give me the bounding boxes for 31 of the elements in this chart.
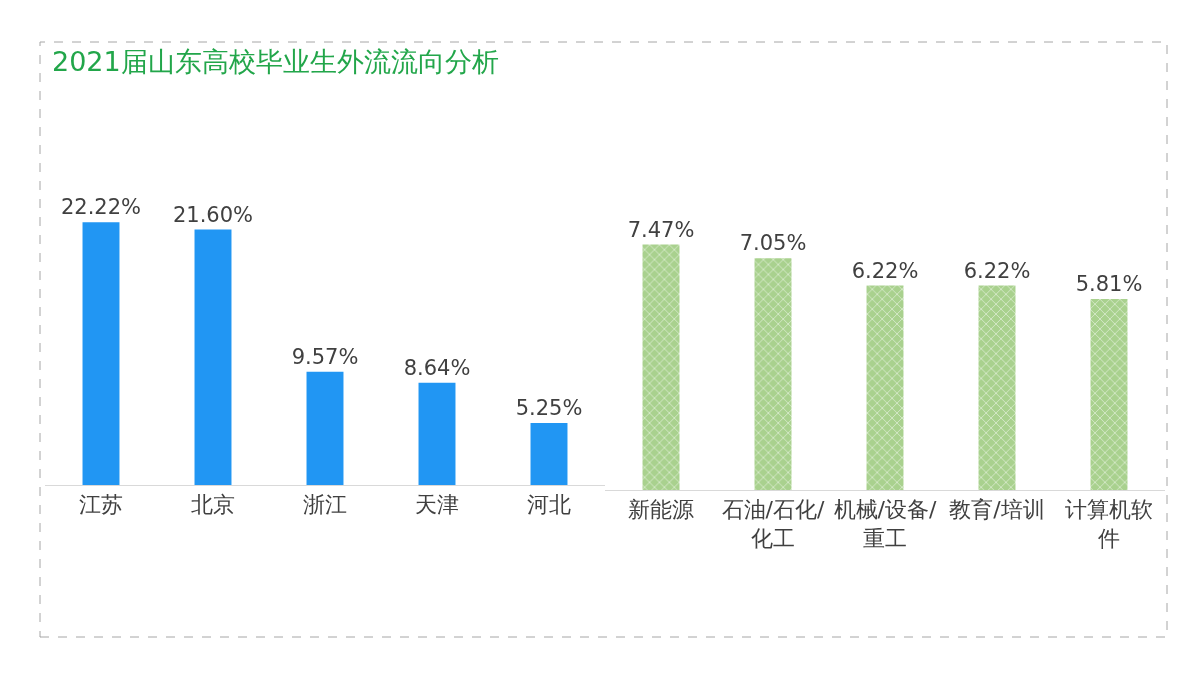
data-label: 9.57% [291, 344, 359, 369]
bar [1090, 299, 1128, 490]
x-tick-label: 石油/石化/化工 [721, 497, 825, 551]
x-tick-label: 河北 [527, 492, 571, 518]
x-tick-label: 北京 [191, 492, 235, 518]
x-tick-label: 计算机软件 [1065, 497, 1153, 551]
x-tick-label: 教育/培训 [949, 497, 1045, 523]
bar [306, 371, 344, 485]
chart-title: 2021届山东高校毕业生外流流向分析 [52, 46, 499, 78]
data-label: 22.22% [60, 195, 142, 220]
data-label: 7.47% [627, 217, 695, 242]
bar [418, 382, 456, 485]
bar [754, 258, 792, 490]
data-label: 7.05% [739, 231, 807, 256]
bar [978, 285, 1016, 490]
data-label: 5.81% [1075, 272, 1143, 297]
x-tick-label: 新能源 [628, 497, 694, 523]
data-label: 6.22% [963, 258, 1031, 283]
bar [530, 422, 568, 485]
bar [194, 229, 232, 485]
data-label: 21.60% [172, 202, 254, 227]
data-label: 8.64% [403, 355, 471, 380]
bar [82, 222, 120, 485]
x-tick-label: 浙江 [303, 492, 347, 518]
bar [866, 285, 904, 490]
data-label: 6.22% [851, 258, 919, 283]
x-tick-label: 机械/设备/重工 [833, 497, 937, 551]
bar [642, 244, 680, 490]
x-tick-label: 江苏 [79, 492, 123, 518]
data-label: 5.25% [515, 395, 583, 420]
x-tick-label: 天津 [415, 492, 459, 518]
